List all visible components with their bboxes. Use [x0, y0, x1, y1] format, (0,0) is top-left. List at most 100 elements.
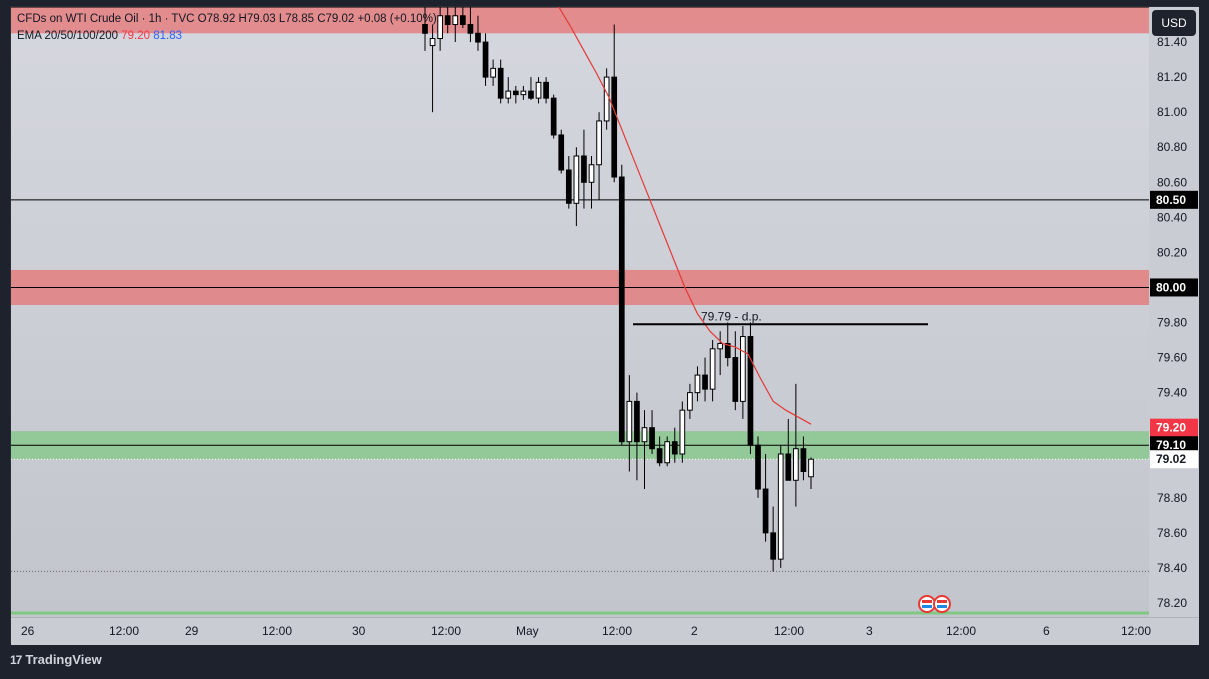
- candle-body: [656, 448, 663, 464]
- price-tick-label: 81.00: [1157, 105, 1187, 119]
- candle-body: [793, 448, 799, 481]
- us-flag-event-icon: [933, 595, 951, 613]
- time-tick-label: 2: [691, 624, 698, 638]
- time-tick-label: 30: [352, 624, 366, 638]
- ema-label: EMA 20/50/100/200: [17, 30, 119, 42]
- candle-body: [770, 532, 777, 560]
- candle-body: [603, 76, 610, 122]
- price-badge-label: 80.50: [1156, 193, 1186, 207]
- candle-body: [497, 67, 504, 99]
- candle-body: [649, 427, 655, 450]
- time-tick-label: 29: [185, 624, 199, 638]
- candle-body: [505, 90, 512, 99]
- price-badge: [1150, 418, 1198, 437]
- candle-body: [535, 81, 542, 99]
- price-axis[interactable]: [1149, 7, 1199, 619]
- candle-body: [664, 441, 671, 464]
- candle-body: [687, 392, 693, 411]
- price-tick-label: 78.40: [1157, 561, 1187, 575]
- time-tick-label: 12:00: [946, 624, 976, 638]
- candle-body: [467, 24, 474, 34]
- candle-body: [437, 15, 443, 40]
- candle-body: [709, 348, 716, 390]
- flag-stripe: [922, 600, 932, 603]
- price-tick-label: 79.80: [1157, 316, 1187, 330]
- candle-body: [565, 169, 572, 204]
- price-tick-label: 80.20: [1157, 245, 1187, 259]
- candle-body: [543, 81, 549, 99]
- symbol-line: CFDs on WTI Crude Oil · 1h · TVC O78.92 …: [17, 13, 437, 25]
- candle-body: [475, 32, 481, 43]
- candle-body: [558, 134, 565, 171]
- price-badge-label: 79.20: [1156, 421, 1186, 435]
- price-tick-label: 78.20: [1157, 596, 1187, 610]
- flag-stripe: [922, 605, 932, 608]
- ema-line: [558, 7, 812, 425]
- price-badge: [1150, 278, 1198, 297]
- price-tick-label: 80.80: [1157, 140, 1187, 154]
- candle-body: [785, 453, 792, 481]
- candle-body: [641, 427, 648, 443]
- time-tick-label: 26: [21, 624, 35, 638]
- candle-body: [755, 444, 761, 490]
- candle-body: [777, 453, 784, 560]
- candle-body: [626, 400, 633, 443]
- branding-label: TradingView: [25, 652, 102, 667]
- time-tick-label: 12:00: [774, 624, 804, 638]
- price-badge-label: 79.02: [1156, 452, 1186, 466]
- plot-area[interactable]: [11, 7, 1149, 617]
- candle-body: [611, 76, 618, 178]
- price-badge: [1150, 190, 1198, 209]
- candle-body: [717, 343, 724, 350]
- candle-body: [429, 38, 436, 47]
- candle-body: [762, 488, 769, 534]
- resistance-zone: [11, 7, 1149, 34]
- us-flag-event-icon: [918, 595, 936, 613]
- candle-body: [459, 15, 466, 26]
- price-badge-label: 80.00: [1156, 280, 1186, 294]
- candle-body: [596, 120, 602, 166]
- time-tick-label: May: [516, 624, 539, 638]
- candle-body: [747, 336, 754, 446]
- candle-body: [679, 409, 686, 455]
- time-tick-label: 3: [866, 624, 873, 638]
- time-tick-label: 6: [1043, 624, 1050, 638]
- candle-body: [573, 155, 580, 204]
- ema-legend: EMA 20/50/100/200 79.20 81.83: [17, 28, 437, 45]
- price-tick-label: 80.40: [1157, 210, 1187, 224]
- flag-stripe: [937, 600, 947, 603]
- price-tick-label: 78.60: [1157, 526, 1187, 540]
- price-tick-label: 79.60: [1157, 351, 1187, 365]
- dp-annotation-label: 79.79 - d.p.: [701, 309, 762, 323]
- price-badge: [1150, 436, 1198, 455]
- price-tick-label: 78.80: [1157, 491, 1187, 505]
- tradingview-logo-icon: 17: [10, 652, 22, 667]
- price-badge-label: 79.10: [1156, 438, 1186, 452]
- price-tick-label: 80.60: [1157, 175, 1187, 189]
- price-tick-label: 81.20: [1157, 70, 1187, 84]
- ema-value-2: 81.83: [153, 30, 182, 42]
- flag-stripe: [937, 605, 947, 608]
- candle-body: [520, 90, 527, 96]
- ema-value-1: 79.20: [121, 30, 151, 42]
- candle-body: [512, 90, 519, 96]
- chart-frame[interactable]: 79.79 - d.p. 81.40 81.20 81.00 80.80 80.60 80.…: [10, 6, 1199, 645]
- candle-body: [618, 176, 625, 443]
- candle-body: [671, 441, 678, 455]
- candle-body: [740, 336, 746, 402]
- chart-legend: CFDs on WTI Crude Oil · 1h · TVC O78.92 …: [17, 11, 437, 45]
- currency-button[interactable]: USD: [1152, 10, 1196, 36]
- candle-body: [800, 448, 807, 473]
- candle-body: [482, 41, 489, 78]
- tradingview-branding[interactable]: 17 TradingView: [10, 652, 102, 667]
- chart-svg: 79.79 - d.p. 81.40 81.20 81.00 80.80 80.60 80.…: [11, 7, 1198, 638]
- time-tick-label: 12:00: [262, 624, 292, 638]
- time-tick-label: 12:00: [109, 624, 139, 638]
- candle-body: [550, 97, 557, 136]
- time-tick-label: 12:00: [431, 624, 461, 638]
- candle-body: [732, 357, 739, 402]
- time-axis[interactable]: [11, 617, 1199, 645]
- candle-body: [422, 24, 428, 34]
- candle-body: [702, 374, 708, 390]
- candle-body: [808, 458, 814, 478]
